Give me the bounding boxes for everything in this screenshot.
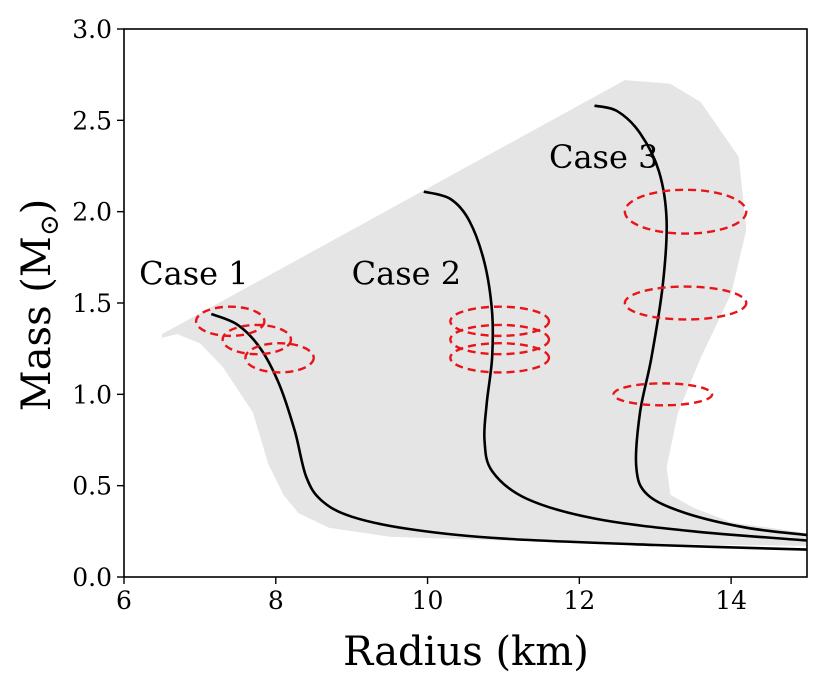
x-tick-label: 12 [563, 586, 595, 615]
measurement-ellipse-5 [449, 323, 551, 356]
case-label-3: Case 3 [549, 138, 658, 176]
measurement-ellipse-9 [623, 188, 748, 235]
mass-radius-curve-3 [594, 104, 807, 537]
y-axis-title-close: ) [14, 199, 60, 215]
measurement-ellipse-7 [612, 382, 714, 407]
axes: 6 8 10 12 14 0.0 0.5 1.0 1.5 2.0 2.5 3.0 [72, 15, 808, 615]
y-axis-title-text: Mass (M [14, 236, 60, 411]
mass-radius-curve-1 [210, 312, 807, 551]
measurement-ellipse-3 [244, 341, 315, 374]
plot-clip-group [161, 80, 807, 577]
case-label-2: Case 2 [352, 255, 461, 293]
measurement-ellipse-2 [221, 323, 293, 356]
measurement-ellipse-1 [194, 305, 266, 338]
mass-radius-curve-2 [423, 190, 807, 542]
x-tick-label: 14 [715, 586, 747, 615]
y-tick-label: 1.0 [72, 380, 112, 409]
y-axis-title-symbol: ⊙ [35, 214, 65, 236]
y-axis-title: Mass (M⊙) [14, 199, 65, 412]
y-tick-label: 3.0 [72, 15, 112, 44]
plot-area: Case 1 Case 2 Case 3 [139, 80, 807, 577]
measurement-ellipse-4 [449, 305, 551, 338]
allowed-region-band [161, 80, 807, 577]
x-tick-label: 10 [412, 586, 444, 615]
x-tick-label: 6 [116, 586, 132, 615]
y-tick-label: 0.5 [72, 472, 112, 501]
x-tick-label: 8 [268, 586, 284, 615]
y-tick-label: 2.5 [72, 106, 112, 135]
y-tick-label: 1.5 [72, 289, 112, 318]
y-tick-label: 2.0 [72, 198, 112, 227]
measurement-ellipse-8 [623, 285, 748, 321]
x-axis-title: Radius (km) [343, 629, 589, 675]
y-tick-label: 0.0 [72, 563, 112, 592]
case-label-1: Case 1 [139, 255, 248, 293]
measurement-ellipse-6 [449, 341, 551, 374]
